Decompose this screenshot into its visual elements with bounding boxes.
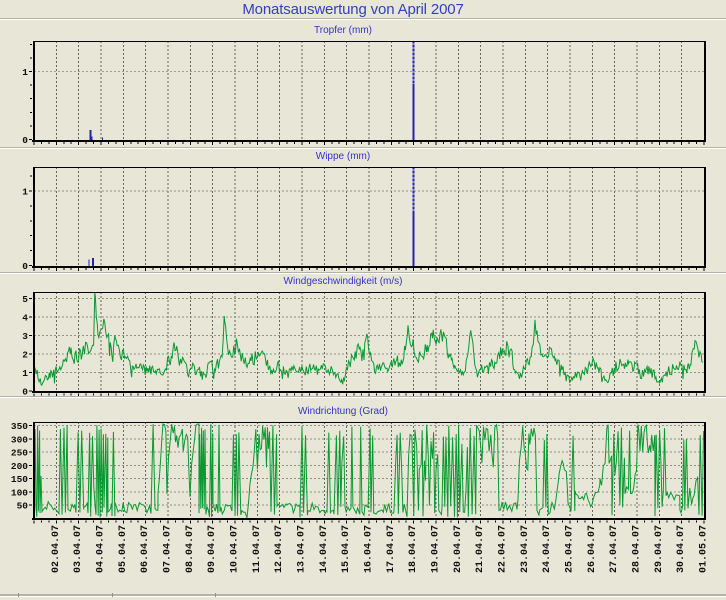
svg-text:23.04.07: 23.04.07 — [520, 525, 531, 573]
svg-text:08.04.07: 08.04.07 — [185, 525, 196, 573]
svg-text:20.04.07: 20.04.07 — [453, 525, 464, 573]
svg-text:Monatsauswertung von April 200: Monatsauswertung von April 2007 — [242, 1, 463, 18]
svg-text:12.04.07: 12.04.07 — [274, 525, 285, 573]
svg-text:17.04.07: 17.04.07 — [386, 525, 397, 573]
svg-text:30.04.07: 30.04.07 — [676, 525, 687, 573]
svg-text:24.04.07: 24.04.07 — [542, 525, 553, 573]
svg-text:05.04.07: 05.04.07 — [118, 525, 129, 573]
svg-text:07.04.07: 07.04.07 — [163, 525, 174, 573]
svg-text:27.04.07: 27.04.07 — [609, 525, 620, 573]
svg-text:1: 1 — [22, 368, 28, 379]
svg-text:Wippe (mm): Wippe (mm) — [316, 151, 370, 162]
svg-text:09.04.07: 09.04.07 — [207, 525, 218, 573]
svg-text:Tropfer (mm): Tropfer (mm) — [314, 25, 372, 36]
svg-text:350: 350 — [11, 421, 28, 432]
svg-text:0: 0 — [22, 135, 28, 146]
svg-text:25.04.07: 25.04.07 — [565, 525, 576, 573]
svg-text:16.04.07: 16.04.07 — [364, 525, 375, 573]
svg-text:3: 3 — [22, 331, 28, 342]
svg-text:19.04.07: 19.04.07 — [431, 525, 442, 573]
svg-text:10.04.07: 10.04.07 — [230, 525, 241, 573]
svg-text:Windrichtung (Grad): Windrichtung (Grad) — [298, 406, 388, 417]
svg-text:29.04.07: 29.04.07 — [654, 525, 665, 573]
svg-text:50: 50 — [17, 501, 29, 512]
svg-text:04.04.07: 04.04.07 — [96, 525, 107, 573]
svg-text:2: 2 — [22, 350, 28, 361]
svg-text:14.04.07: 14.04.07 — [319, 525, 330, 573]
svg-text:5: 5 — [22, 294, 28, 305]
svg-text:13.04.07: 13.04.07 — [297, 525, 308, 573]
svg-text:28.04.07: 28.04.07 — [632, 525, 643, 573]
svg-text:300: 300 — [11, 434, 28, 445]
svg-text:26.04.07: 26.04.07 — [587, 525, 598, 573]
svg-text:01.05.07: 01.05.07 — [699, 525, 710, 573]
svg-text:15.04.07: 15.04.07 — [341, 525, 352, 573]
svg-text:06.04.07: 06.04.07 — [140, 525, 151, 573]
svg-text:Windgeschwindigkeit (m/s): Windgeschwindigkeit (m/s) — [284, 276, 403, 287]
svg-text:22.04.07: 22.04.07 — [498, 525, 509, 573]
svg-text:03.04.07: 03.04.07 — [73, 525, 84, 573]
svg-text:0: 0 — [22, 261, 28, 272]
svg-text:4: 4 — [22, 313, 28, 324]
svg-text:0: 0 — [22, 387, 28, 398]
svg-text:1: 1 — [22, 187, 28, 198]
svg-text:21.04.07: 21.04.07 — [475, 525, 486, 573]
svg-text:100: 100 — [11, 487, 28, 498]
svg-text:02.04.07: 02.04.07 — [51, 525, 62, 573]
svg-text:150: 150 — [11, 474, 28, 485]
svg-text:11.04.07: 11.04.07 — [252, 525, 263, 573]
svg-text:200: 200 — [11, 461, 28, 472]
svg-text:18.04.07: 18.04.07 — [408, 525, 419, 573]
svg-text:250: 250 — [11, 448, 28, 459]
svg-text:1: 1 — [22, 67, 28, 78]
